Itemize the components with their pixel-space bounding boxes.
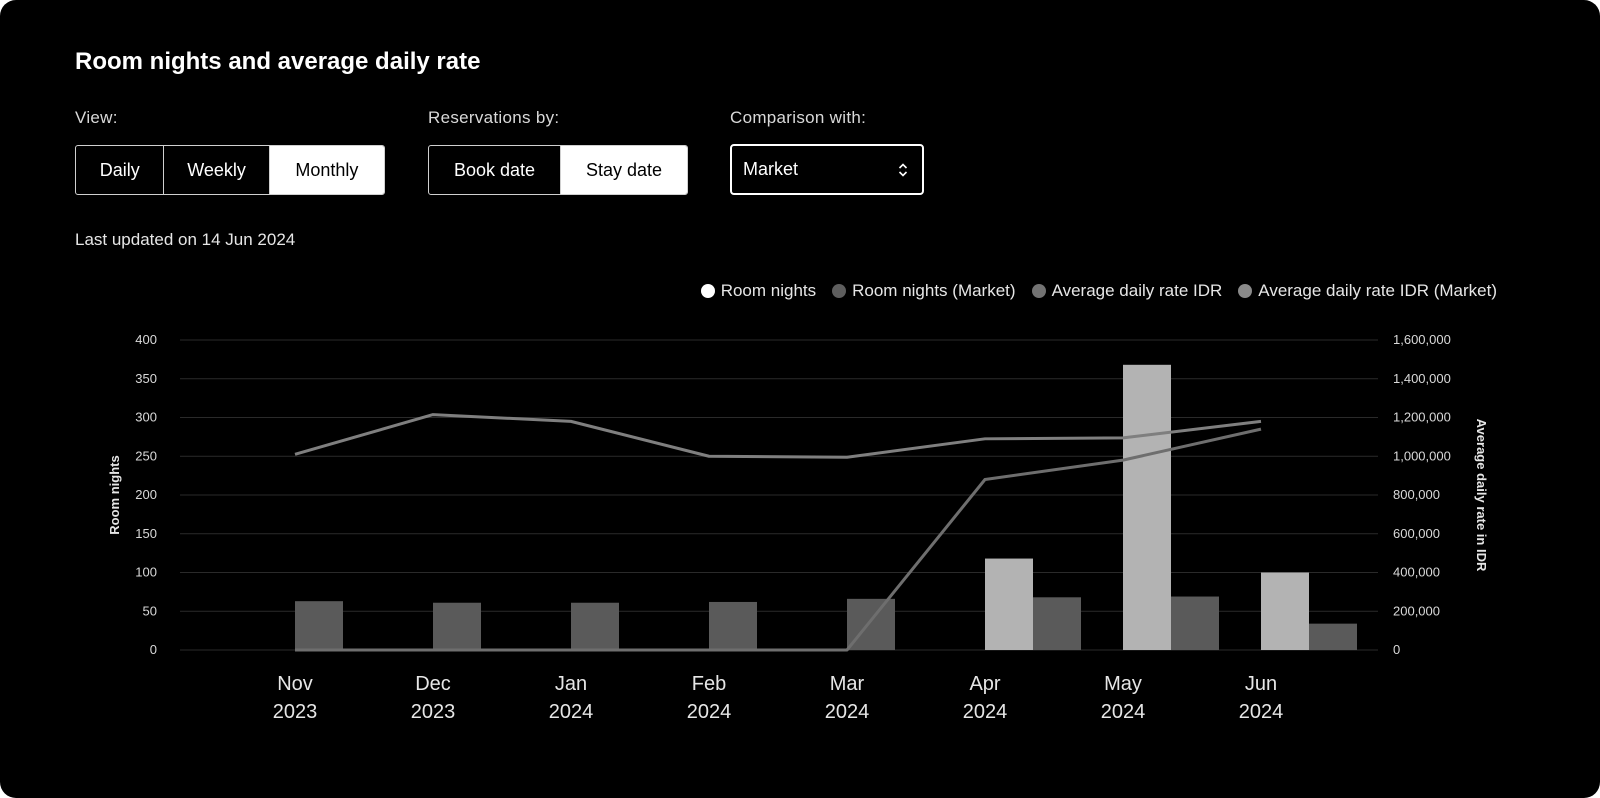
x-tick-year: 2024 (825, 701, 870, 723)
view-daily-button[interactable]: Daily (99, 159, 140, 180)
y2-tick-label: 200,000 (1393, 603, 1440, 618)
y2-tick-label: 1,400,000 (1393, 371, 1451, 386)
legend-item-adr-market[interactable]: Average daily rate IDR (Market) (1238, 281, 1497, 301)
y2-tick-label: 800,000 (1393, 487, 1440, 502)
legend-item-room-nights[interactable]: Room nights (700, 281, 817, 301)
bar-room-nights-market (709, 601, 757, 650)
bar-room-nights-market (1309, 623, 1357, 650)
chart-legend: Room nights Room nights (Market) Average… (700, 281, 1497, 301)
x-tick-year: 2024 (963, 701, 1008, 723)
comparison-select[interactable]: Market (730, 144, 924, 195)
line-adr (295, 427, 1262, 652)
bar-room-nights (985, 558, 1033, 650)
y-tick-label: 300 (135, 410, 157, 425)
x-tick-month: Dec (415, 673, 451, 695)
legend-item-adr[interactable]: Average daily rate IDR (1031, 281, 1223, 301)
x-tick-month: May (1104, 673, 1142, 695)
legend-swatch (832, 284, 847, 298)
chevron-up-down-icon (898, 162, 908, 177)
bar-room-nights-market (1171, 596, 1219, 650)
legend-swatch (700, 284, 715, 298)
view-toggle: Daily Weekly Monthly (75, 145, 385, 195)
bar-room-nights-market (433, 602, 481, 650)
view-monthly-button[interactable]: Monthly (268, 146, 384, 194)
book-date-button[interactable]: Book date (453, 159, 536, 180)
y2-tick-label: 1,600,000 (1393, 332, 1451, 347)
legend-label: Room nights (Market) (852, 281, 1016, 300)
last-updated-text: Last updated on 14 Jun 2024 (75, 230, 296, 249)
y-tick-label: 350 (135, 371, 157, 386)
y2-tick-label: 1,200,000 (1393, 410, 1451, 425)
x-tick-year: 2024 (1239, 701, 1284, 723)
legend-label: Average daily rate IDR (Market) (1258, 281, 1497, 300)
y2-tick-label: 0 (1393, 642, 1400, 657)
legend-item-room-nights-market[interactable]: Room nights (Market) (832, 281, 1016, 301)
x-tick-month: Apr (969, 673, 1000, 695)
y-axis-title: Room nights (107, 455, 122, 534)
y-tick-label: 200 (135, 487, 157, 502)
y-tick-label: 0 (150, 642, 157, 657)
page-title: Room nights and average daily rate (75, 48, 481, 75)
x-tick-year: 2023 (411, 701, 456, 723)
y-tick-label: 150 (135, 526, 157, 541)
x-tick-month: Nov (277, 673, 313, 695)
view-weekly-button[interactable]: Weekly (163, 146, 268, 194)
reservations-label: Reservations by: (428, 108, 560, 127)
x-tick-year: 2024 (687, 701, 732, 723)
y-tick-label: 100 (135, 565, 157, 580)
y2-tick-label: 400,000 (1393, 565, 1440, 580)
stay-date-button[interactable]: Stay date (559, 146, 687, 194)
x-tick-month: Jan (555, 673, 587, 695)
y2-tick-label: 600,000 (1393, 526, 1440, 541)
bar-room-nights (1123, 364, 1171, 650)
comparison-select-value: Market (743, 159, 799, 179)
bar-room-nights-market (295, 601, 343, 650)
bar-room-nights-market (1033, 597, 1081, 650)
legend-label: Room nights (720, 281, 817, 300)
x-tick-month: Jun (1245, 673, 1277, 695)
comparison-label: Comparison with: (730, 108, 867, 127)
y-tick-label: 50 (143, 603, 157, 618)
x-tick-month: Mar (830, 673, 865, 695)
bar-room-nights (1261, 572, 1309, 650)
y-tick-label: 250 (135, 448, 157, 463)
legend-swatch (1238, 284, 1253, 298)
bar-room-nights-market (571, 602, 619, 650)
legend-label: Average daily rate IDR (1051, 281, 1223, 300)
y2-axis-title: Average daily rate in IDR (1474, 419, 1489, 572)
reservations-toggle: Book date Stay date (428, 145, 688, 195)
x-tick-year: 2024 (549, 701, 594, 723)
x-tick-year: 2024 (1101, 701, 1146, 723)
legend-swatch (1031, 284, 1046, 298)
y-tick-label: 400 (135, 332, 157, 347)
line-adr-market (294, 413, 1262, 459)
view-label: View: (75, 108, 118, 127)
x-tick-year: 2023 (273, 701, 318, 723)
x-tick-month: Feb (692, 673, 726, 695)
y2-tick-label: 1,000,000 (1393, 448, 1451, 463)
